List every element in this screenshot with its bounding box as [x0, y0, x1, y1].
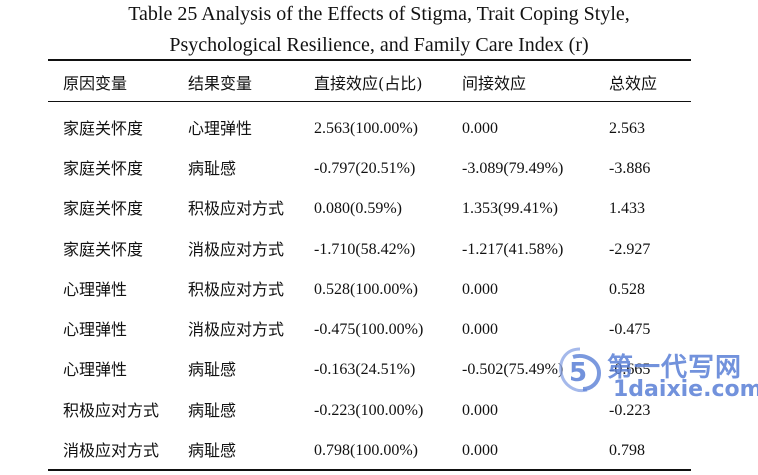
- table-top-rule: [48, 59, 691, 61]
- cell-total: 0.528: [609, 281, 645, 298]
- cell-outcome: 病耻感: [188, 441, 237, 460]
- cell-indirect: 0.000: [462, 321, 498, 338]
- watermark: 5 第一代写网 1daixie.com: [555, 345, 758, 405]
- header-indirect-effect: 间接效应: [462, 74, 527, 93]
- cell-total: 1.433: [609, 200, 645, 217]
- table-caption-line1: Table 25 Analysis of the Effects of Stig…: [128, 3, 630, 25]
- cell-total: -2.927: [609, 241, 651, 258]
- cell-direct: -0.223(100.00%): [314, 402, 424, 419]
- table-header-rule: [48, 101, 691, 102]
- cell-indirect: 0.000: [462, 281, 498, 298]
- svg-text:5: 5: [569, 358, 587, 388]
- cell-direct: -0.797(20.51%): [314, 160, 416, 177]
- cell-outcome: 消极应对方式: [188, 240, 285, 259]
- cell-indirect: 0.000: [462, 402, 498, 419]
- cell-indirect: -3.089(79.49%): [462, 160, 564, 177]
- header-total-effect: 总效应: [609, 74, 658, 93]
- cell-direct: 2.563(100.00%): [314, 120, 418, 137]
- cell-cause: 心理弹性: [63, 360, 128, 379]
- cell-direct: 0.080(0.59%): [314, 200, 402, 217]
- cell-cause: 家庭关怀度: [63, 240, 144, 259]
- cell-total: 0.798: [609, 442, 645, 459]
- cell-direct: -1.710(58.42%): [314, 241, 416, 258]
- cell-cause: 积极应对方式: [63, 401, 160, 420]
- cell-outcome: 心理弹性: [188, 119, 253, 138]
- cell-indirect: 1.353(99.41%): [462, 200, 558, 217]
- cell-direct: 0.798(100.00%): [314, 442, 418, 459]
- table-bottom-rule: [48, 469, 691, 471]
- cell-cause: 家庭关怀度: [63, 199, 144, 218]
- cell-direct: -0.163(24.51%): [314, 361, 416, 378]
- cell-indirect: -0.502(75.49%): [462, 361, 564, 378]
- watermark-url-text: 1daixie.com: [613, 377, 758, 402]
- cell-cause: 家庭关怀度: [63, 119, 144, 138]
- header-cause-variable: 原因变量: [63, 74, 128, 93]
- header-outcome-variable: 结果变量: [188, 74, 253, 93]
- cell-cause: 心理弹性: [63, 280, 128, 299]
- watermark-logo-icon: 5: [559, 347, 602, 393]
- cell-cause: 消极应对方式: [63, 441, 160, 460]
- cell-cause: 家庭关怀度: [63, 159, 144, 178]
- cell-total: -0.223: [609, 402, 651, 419]
- watermark-cn-text: 第一代写网: [607, 353, 743, 383]
- cell-total: 2.563: [609, 120, 645, 137]
- cell-total: -0.475: [609, 321, 651, 338]
- cell-outcome: 病耻感: [188, 360, 237, 379]
- cell-direct: 0.528(100.00%): [314, 281, 418, 298]
- cell-cause: 心理弹性: [63, 320, 128, 339]
- cell-outcome: 积极应对方式: [188, 280, 285, 299]
- table-caption-line2: Psychological Resilience, and Family Car…: [169, 34, 589, 56]
- cell-outcome: 积极应对方式: [188, 199, 285, 218]
- cell-outcome: 病耻感: [188, 401, 237, 420]
- cell-outcome: 病耻感: [188, 159, 237, 178]
- cell-outcome: 消极应对方式: [188, 320, 285, 339]
- cell-indirect: 0.000: [462, 442, 498, 459]
- header-direct-effect: 直接效应(占比): [314, 74, 423, 93]
- cell-total: -0.665: [609, 361, 651, 378]
- cell-total: -3.886: [609, 160, 651, 177]
- cell-indirect: -1.217(41.58%): [462, 241, 564, 258]
- cell-direct: -0.475(100.00%): [314, 321, 424, 338]
- cell-indirect: 0.000: [462, 120, 498, 137]
